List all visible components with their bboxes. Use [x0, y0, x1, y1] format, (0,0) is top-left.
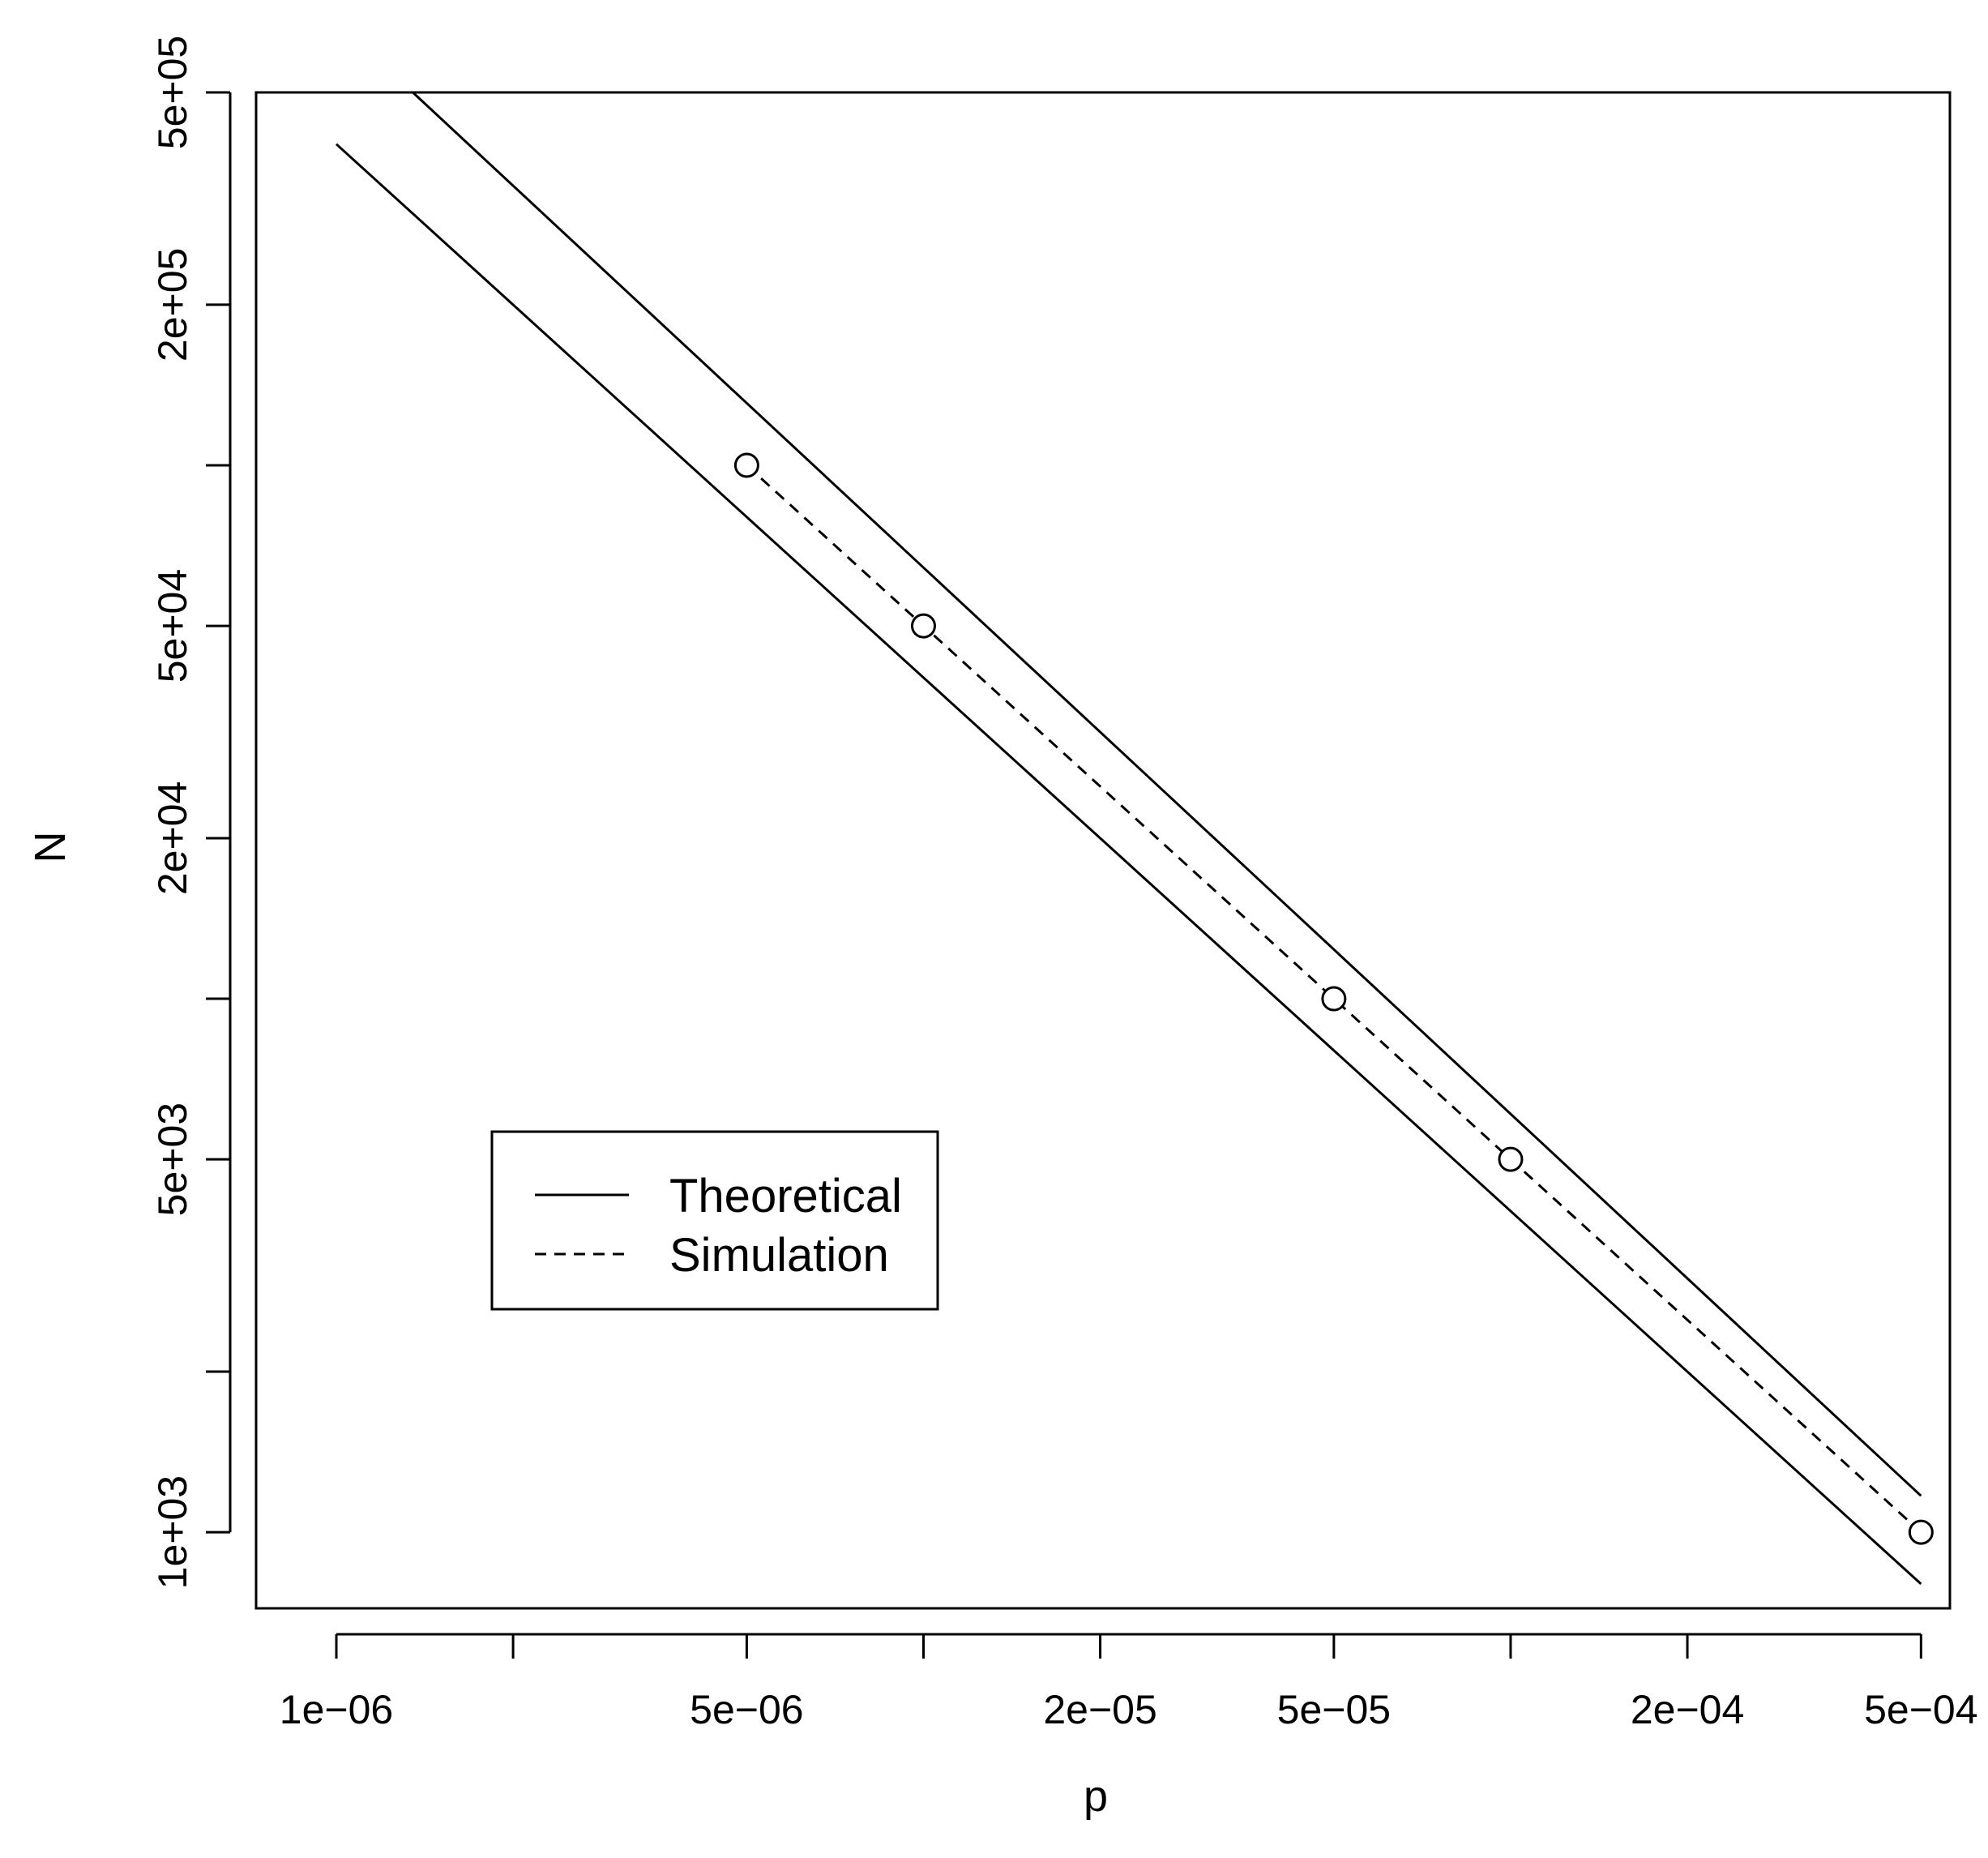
x-tick-label: 5e−05	[1277, 1687, 1391, 1732]
y-tick-label: 2e+04	[150, 781, 195, 895]
y-tick-label: 1e+03	[150, 1475, 195, 1589]
y-tick-label: 5e+04	[150, 569, 195, 683]
y-tick-label: 5e+03	[150, 1102, 195, 1216]
x-tick-label: 2e−05	[1043, 1687, 1156, 1732]
x-tick-label: 5e−04	[1864, 1687, 1977, 1732]
x-tick-label: 1e−06	[280, 1687, 393, 1732]
data-point-simulation	[1498, 1146, 1524, 1172]
x-tick-label: 2e−04	[1631, 1687, 1744, 1732]
data-point-simulation	[733, 452, 759, 478]
legend-label-simulation: Simulation	[669, 1229, 889, 1282]
y-tick-label: 5e+05	[150, 36, 195, 149]
legend-box	[490, 1130, 939, 1311]
series-line-theoretical-0	[335, 143, 1922, 1586]
y-tick-label: 2e+05	[150, 248, 195, 362]
series-line-theoretical-1	[412, 91, 1922, 1497]
legend-label-theoretical: Theoretical	[669, 1170, 902, 1222]
axes-layer: 1e−06 5e−06 2e−05 5e−05 2e−04 5e−04 1e+03 5e+03…	[150, 36, 1978, 1732]
y-axis-title: N	[26, 832, 75, 863]
data-point-simulation	[910, 613, 936, 639]
series-layer	[335, 91, 1934, 1586]
data-point-simulation	[1908, 1519, 1934, 1545]
data-point-simulation	[1321, 986, 1347, 1012]
plot-frame	[254, 91, 1952, 1610]
series-line-simulation-2	[746, 464, 1922, 1534]
x-axis-title: p	[1084, 1772, 1108, 1821]
x-tick-label: 5e−06	[690, 1687, 803, 1732]
legend: Theoretical Simulation	[490, 1130, 939, 1311]
